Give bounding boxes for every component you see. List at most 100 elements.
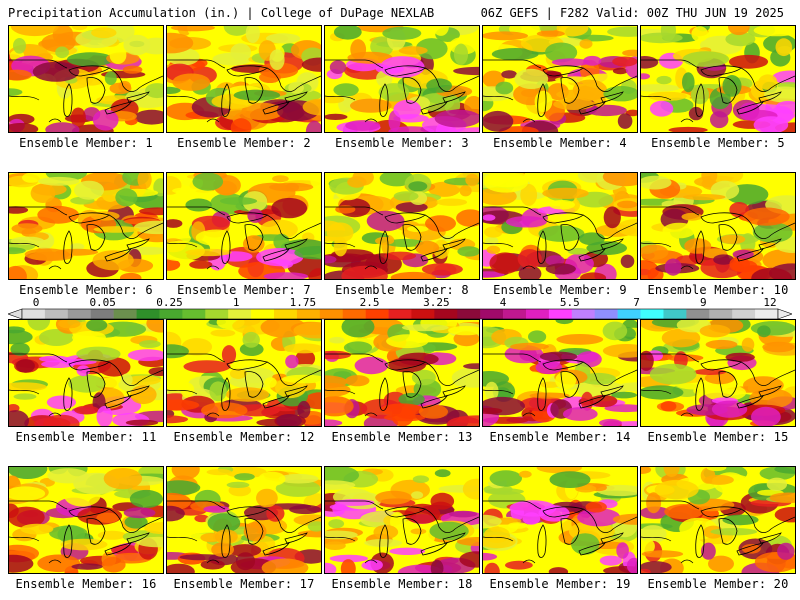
precip-map (166, 319, 322, 427)
legend-swatch (755, 309, 779, 319)
ensemble-member-panel: Ensemble Member: 13 (323, 319, 481, 444)
precip-field (325, 320, 479, 426)
ensemble-member-panel: Ensemble Member: 5 (639, 25, 797, 150)
ensemble-member-panel: Ensemble Member: 10 (639, 172, 797, 297)
precip-map (640, 466, 796, 574)
ensemble-member-panel: Ensemble Member: 12 (165, 319, 323, 444)
legend-swatch (342, 309, 366, 319)
ensemble-member-label: Ensemble Member: 13 (331, 430, 473, 444)
precip-map (640, 172, 796, 280)
precip-field (483, 26, 637, 132)
legend-swatch (594, 309, 618, 319)
precip-map (482, 319, 638, 427)
ensemble-member-panel: Ensemble Member: 2 (165, 25, 323, 150)
precip-field (167, 26, 321, 132)
legend-swatch (205, 309, 229, 319)
legend-swatch (732, 309, 756, 319)
ensemble-member-panel: Ensemble Member: 18 (323, 466, 481, 591)
legend-tick-label: 1.75 (289, 296, 317, 309)
ensemble-member-label: Ensemble Member: 14 (489, 430, 631, 444)
legend-swatch (159, 309, 183, 319)
precip-map (482, 172, 638, 280)
ensemble-member-label: Ensemble Member: 6 (19, 283, 153, 297)
ensemble-member-label: Ensemble Member: 4 (493, 136, 627, 150)
ensemble-member-panel: Ensemble Member: 11 (7, 319, 165, 444)
precip-map (324, 466, 480, 574)
legend-tick-label: 0.25 (156, 296, 183, 309)
ensemble-member-panel: Ensemble Member: 3 (323, 25, 481, 150)
precip-map (166, 172, 322, 280)
legend-swatch (548, 309, 573, 319)
legend-swatch (319, 309, 344, 319)
header: Precipitation Accumulation (in.) | Colle… (0, 0, 800, 22)
legend-color-bar (8, 308, 792, 320)
ensemble-member-panel: Ensemble Member: 9 (481, 172, 639, 297)
ensemble-member-label: Ensemble Member: 12 (173, 430, 315, 444)
legend-swatch (44, 309, 69, 319)
ensemble-member-panel: Ensemble Member: 1 (7, 25, 165, 150)
precip-map (324, 172, 480, 280)
ensemble-member-label: Ensemble Member: 3 (335, 136, 469, 150)
legend-swatch (571, 309, 596, 319)
precip-map (324, 319, 480, 427)
precip-field (325, 467, 479, 573)
legend-tick-label: 12 (763, 296, 777, 309)
ensemble-member-label: Ensemble Member: 17 (173, 577, 315, 591)
product-title: Precipitation Accumulation (in.) | Colle… (8, 6, 435, 20)
legend-swatch (686, 309, 710, 319)
ensemble-member-label: Ensemble Member: 1 (19, 136, 153, 150)
legend-tick-label: 1 (232, 296, 240, 309)
legend-swatch (526, 309, 550, 319)
precip-map (482, 466, 638, 574)
precip-map (8, 172, 164, 280)
ensemble-member-panel: Ensemble Member: 17 (165, 466, 323, 591)
precip-field (9, 26, 163, 132)
ensemble-member-label: Ensemble Member: 8 (335, 283, 469, 297)
ensemble-member-label: Ensemble Member: 11 (15, 430, 157, 444)
precip-map (8, 466, 164, 574)
legend-swatch (480, 309, 504, 319)
legend-tick-label: 0 (32, 296, 40, 309)
precip-map (166, 466, 322, 574)
legend-swatch (22, 309, 46, 319)
ensemble-member-label: Ensemble Member: 19 (489, 577, 631, 591)
precip-field (167, 320, 321, 426)
legend-swatch (503, 309, 527, 319)
precip-field (483, 467, 637, 573)
legend-swatch (663, 309, 687, 319)
precip-map (640, 25, 796, 133)
ensemble-member-label: Ensemble Member: 5 (651, 136, 785, 150)
legend-swatch (182, 309, 206, 319)
legend-swatch (136, 309, 160, 319)
legend-tick-label: 5.5 (559, 296, 580, 309)
ensemble-member-panel: Ensemble Member: 4 (481, 25, 639, 150)
precip-field (641, 173, 795, 279)
ensemble-member-panel: Ensemble Member: 19 (481, 466, 639, 591)
legend-tick-label: 0.05 (89, 296, 116, 309)
legend-swatch (640, 309, 664, 319)
ensemble-member-label: Ensemble Member: 15 (647, 430, 789, 444)
ensemble-member-panel: Ensemble Member: 6 (7, 172, 165, 297)
legend-tick-label: 7 (633, 296, 640, 309)
ensemble-member-label: Ensemble Member: 9 (493, 283, 627, 297)
legend-swatch (457, 309, 481, 319)
precip-map (166, 25, 322, 133)
legend-swatch (434, 309, 458, 319)
legend-swatch (617, 309, 641, 319)
run-valid-time: 06Z GEFS | F282 Valid: 00Z THU JUN 19 20… (480, 6, 784, 20)
legend-swatch (113, 309, 137, 319)
legend-swatch (296, 309, 321, 319)
precip-map (640, 319, 796, 427)
precip-map (8, 319, 164, 427)
legend-tick-label: 9 (699, 296, 707, 309)
legend-swatch (251, 309, 275, 319)
precip-field (9, 173, 163, 279)
legend-swatch (228, 309, 252, 319)
ensemble-member-label: Ensemble Member: 7 (177, 283, 311, 297)
legend-swatch (274, 309, 298, 319)
precip-map (324, 25, 480, 133)
legend-swatch (411, 309, 435, 319)
precip-field (9, 467, 163, 573)
color-scale-legend: 0 0.05 0.25 1 1.75 2.5 3.25 4 5.5 7 9 12 (8, 296, 792, 320)
precip-field (9, 320, 163, 426)
